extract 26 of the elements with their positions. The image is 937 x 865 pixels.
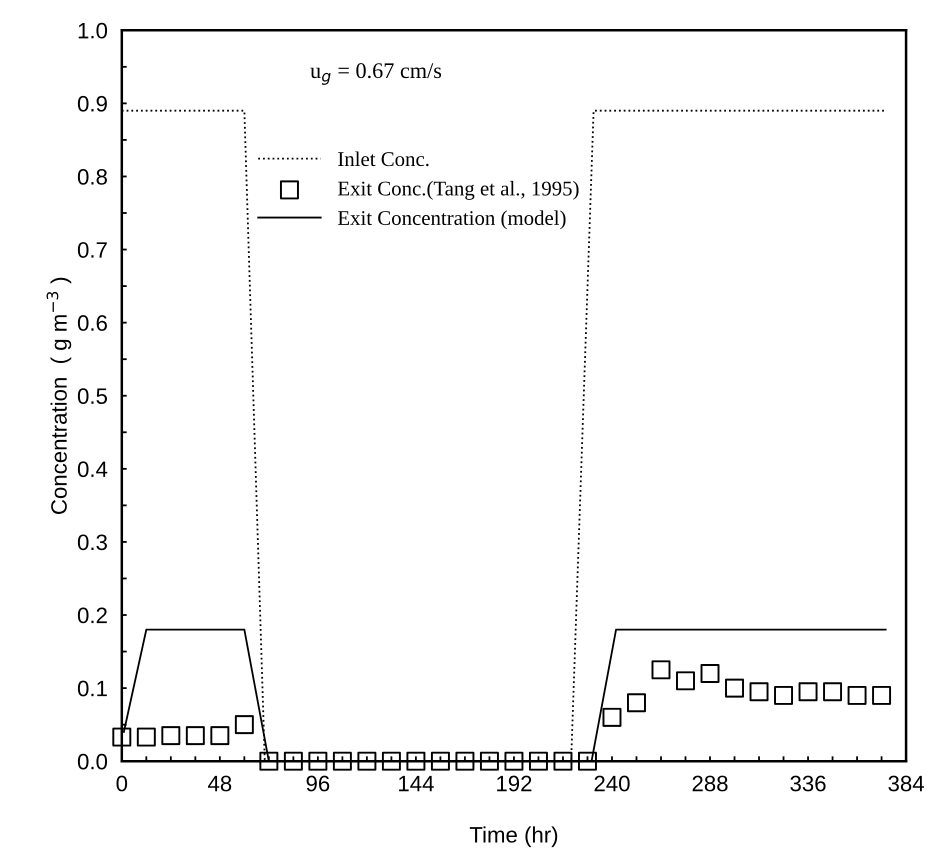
- legend-label: Inlet Conc.: [338, 151, 429, 166]
- y-tick-label: 0.9: [78, 96, 107, 112]
- y-tick-label: 1.0: [78, 22, 108, 39]
- y-tick-label: 0.5: [78, 388, 107, 404]
- y-tick-label: 0.4: [78, 461, 108, 478]
- x-tick-label: 48: [208, 776, 232, 792]
- y-tick-label: 0.1: [78, 680, 107, 696]
- y-tick-label: 0.0: [78, 754, 108, 770]
- y-axis-title: Concentration ( g m$^{−3}$ ): [46, 278, 72, 514]
- x-axis-title: Time (hr): [470, 826, 558, 848]
- y-tick-label: 0.2: [78, 608, 107, 624]
- x-tick-label: 336: [790, 776, 826, 792]
- x-tick-label: 0: [116, 776, 128, 792]
- x-tick-label: 384: [888, 776, 924, 792]
- y-tick-label: 0.7: [78, 242, 107, 258]
- x-tick-label: 144: [399, 776, 434, 792]
- y-tick-label: 0.8: [78, 168, 107, 185]
- x-tick-label: 96: [306, 776, 330, 792]
- legend-label: Exit Conc.(Tang et al., 1995): [338, 180, 579, 200]
- x-tick-label: 288: [692, 776, 728, 792]
- legend-label: Exit Concentration (model): [338, 210, 566, 230]
- x-tick-label: 240: [594, 776, 630, 792]
- y-tick-label: 0.6: [78, 315, 107, 331]
- y-tick-label: 0.3: [78, 534, 107, 550]
- x-tick-label: 192: [497, 776, 532, 792]
- annotation: u$_{g}$ = 0.67 cm/s: [310, 63, 442, 85]
